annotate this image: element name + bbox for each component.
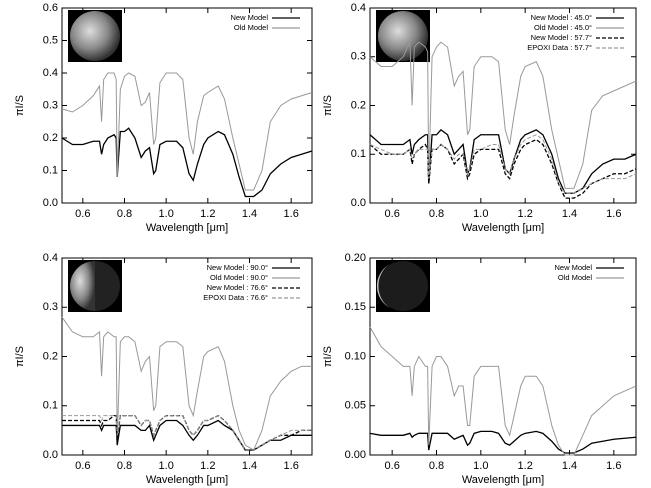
x-tick-label: 0.8 [117, 460, 132, 472]
y-tick-label: 0.05 [345, 400, 366, 412]
y-tick-label: 0.3 [43, 99, 58, 111]
series-line [61, 127, 313, 198]
y-axis-label: πI/S [14, 346, 26, 367]
legend-label: New Model : 76.6° [207, 283, 268, 292]
y-tick-label: 0.3 [351, 51, 366, 63]
y-tick-label: 0.2 [43, 350, 58, 362]
earth-images [68, 10, 430, 312]
x-tick-label: 1.0 [159, 208, 174, 220]
series-line [61, 72, 313, 191]
x-tick-label: 0.6 [75, 460, 90, 472]
x-tick-label: 1.4 [562, 460, 577, 472]
x-tick-label: 1.0 [473, 460, 488, 472]
y-tick-label: 0.15 [345, 301, 366, 313]
y-tick-label: 0.2 [351, 99, 366, 111]
y-tick-label: 0.0 [351, 197, 366, 209]
series-line [369, 138, 637, 199]
y-tick-label: 0.1 [351, 148, 366, 160]
x-axis-label: Wavelength [μm] [146, 222, 228, 234]
x-axis-label: Wavelength [μm] [462, 222, 544, 234]
y-tick-label: 0.4 [43, 252, 58, 264]
y-tick-label: 0.1 [43, 400, 58, 412]
legend-label: New Model : 57.7° [531, 33, 592, 42]
x-tick-label: 1.6 [284, 208, 299, 220]
series-line [369, 41, 637, 189]
x-tick-label: 1.0 [473, 208, 488, 220]
y-axis-label: πI/S [14, 95, 26, 116]
earth-dark [378, 261, 428, 311]
series-line [61, 316, 312, 451]
earth [378, 11, 428, 61]
x-tick-label: 1.6 [606, 208, 621, 220]
y-tick-label: 0.5 [43, 34, 58, 46]
x-tick-label: 0.6 [75, 208, 90, 220]
earth-dark [95, 261, 120, 311]
earth [70, 261, 95, 311]
x-tick-label: 1.4 [562, 208, 577, 220]
x-tick-label: 1.2 [518, 208, 533, 220]
legend-label: New Model : 90.0° [207, 263, 268, 272]
y-tick-label: 0.2 [43, 132, 58, 144]
y-tick-label: 0.6 [43, 2, 58, 14]
series-line [62, 415, 312, 451]
y-tick-label: 0.0 [43, 197, 58, 209]
x-tick-label: 1.4 [242, 208, 257, 220]
legend-label: New Model : 45.0° [531, 13, 592, 22]
earth [70, 11, 120, 61]
x-tick-label: 0.6 [385, 208, 400, 220]
earth-crescent [376, 264, 390, 308]
y-tick-label: 0.10 [345, 350, 366, 362]
y-tick-label: 0.00 [345, 449, 366, 461]
series-line [62, 419, 312, 451]
y-tick-label: 0.4 [351, 2, 366, 14]
legend-label: New Model [554, 263, 592, 272]
x-tick-label: 1.4 [242, 460, 257, 472]
series-line [369, 129, 637, 194]
series-line [369, 430, 637, 454]
legend-label: Old Model [558, 273, 593, 282]
y-tick-label: 0.0 [43, 449, 58, 461]
y-tick-label: 0.1 [43, 164, 58, 176]
x-axis-label: Wavelength [μm] [146, 474, 228, 486]
legend-label: Old Model : 90.0° [210, 273, 268, 282]
series-line [369, 134, 637, 194]
x-axis-label: Wavelength [μm] [462, 474, 544, 486]
y-tick-label: 0.4 [43, 67, 58, 79]
x-tick-label: 1.6 [606, 460, 621, 472]
x-tick-label: 0.6 [385, 460, 400, 472]
x-tick-label: 1.2 [518, 460, 533, 472]
x-tick-label: 1.2 [200, 208, 215, 220]
x-tick-label: 1.6 [284, 460, 299, 472]
legend-label: New Model [230, 13, 268, 22]
y-axis-label: πI/S [322, 95, 334, 116]
x-tick-label: 1.0 [159, 460, 174, 472]
x-tick-label: 1.2 [200, 460, 215, 472]
legend-label: EPOXI Data : 76.6° [203, 293, 268, 302]
legend-label: Old Model [234, 23, 269, 32]
series-line [369, 326, 637, 456]
y-tick-label: 0.3 [43, 301, 58, 313]
x-tick-label: 0.8 [429, 208, 444, 220]
legend-label: EPOXI Data : 57.7° [527, 43, 592, 52]
x-tick-label: 0.8 [117, 208, 132, 220]
legend-label: Old Model : 45.0° [534, 23, 592, 32]
y-axis-label: πI/S [322, 346, 334, 367]
x-tick-label: 0.8 [429, 460, 444, 472]
y-tick-label: 0.20 [345, 252, 366, 264]
